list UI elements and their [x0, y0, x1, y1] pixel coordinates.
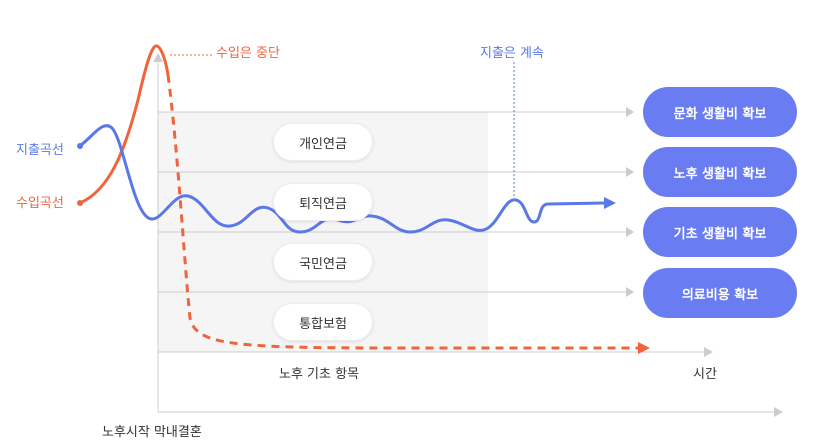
guide-arrow-culture-icon — [626, 107, 634, 117]
goal-basic-budget-button[interactable]: 기초 생활비 확보 — [643, 207, 797, 257]
goal-living-budget-button[interactable]: 노후 생활비 확보 — [643, 147, 797, 197]
expense-continue-label: 지출은 계속 — [480, 46, 544, 61]
item-national-pension: 국민연금 — [273, 243, 373, 281]
expense-curve-arrow-icon — [604, 197, 616, 209]
income-curve-rise — [78, 44, 170, 205]
goal-medical-budget-button[interactable]: 의료비용 확보 — [643, 268, 797, 318]
bottom-axis-label: 노후시작 막내결혼 — [102, 425, 202, 440]
guide-arrow-medical-icon — [626, 287, 634, 297]
guide-arrow-basic-icon — [626, 227, 634, 237]
income-curve-arrow-icon — [638, 342, 650, 354]
item-retirement-pension: 퇴직연금 — [273, 183, 373, 221]
expense-curve-label: 지출곡선 — [16, 143, 64, 158]
goal-culture-budget-button[interactable]: 문화 생활비 확보 — [643, 87, 797, 137]
income-stop-label: 수입은 중단 — [216, 46, 280, 61]
item-personal-pension: 개인연금 — [273, 123, 373, 161]
item-integrated-insurance: 통합보험 — [273, 303, 373, 341]
income-curve-dashed-drop — [166, 74, 640, 350]
expense-curve-start-dot — [77, 143, 83, 149]
bottom-x-axis-arrow-icon — [774, 407, 783, 417]
income-curve-label: 수입곡선 — [16, 196, 64, 211]
time-axis-label: 시간 — [693, 367, 717, 382]
guide-arrow-living-icon — [626, 167, 634, 177]
inner-x-axis-label: 노후 기초 항목 — [279, 367, 360, 382]
vertical-axis-arrow-icon — [153, 53, 163, 62]
income-curve-start-dot — [77, 200, 83, 206]
inner-x-axis-arrow-icon — [704, 347, 713, 357]
